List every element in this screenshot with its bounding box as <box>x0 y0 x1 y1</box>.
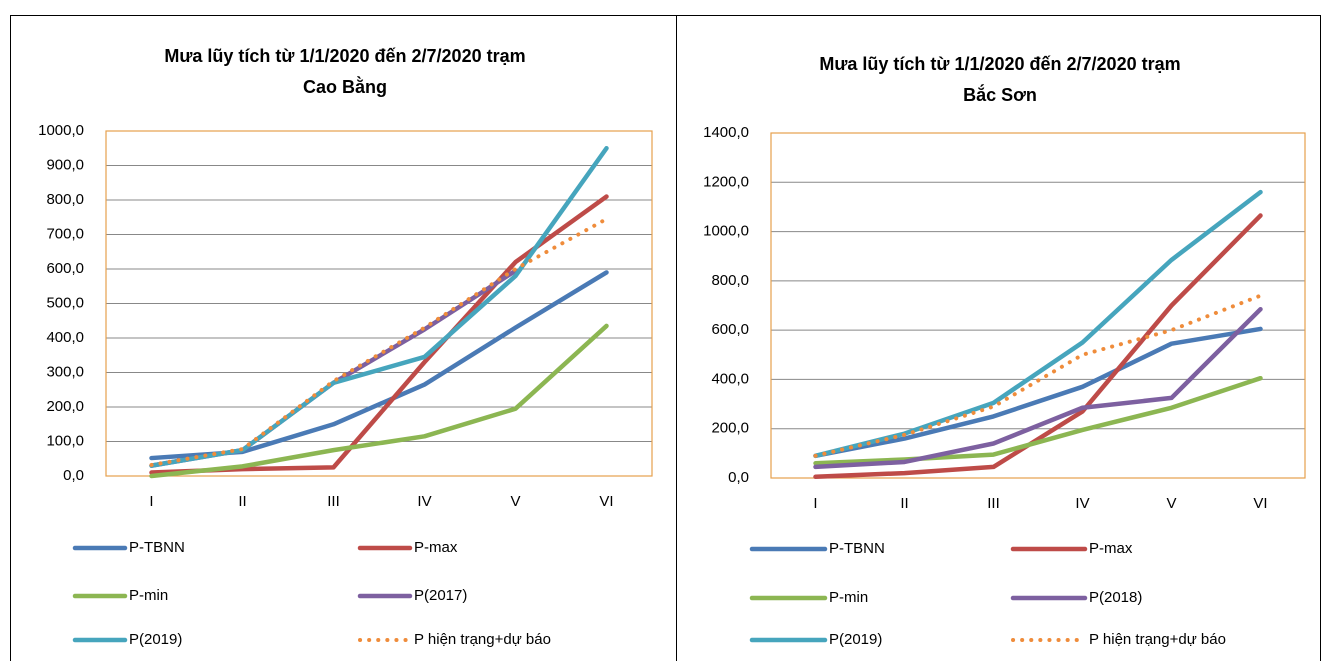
legend-label: P hiện trạng+dự báo <box>1089 631 1226 648</box>
y-tick-label: 700,0 <box>46 225 84 242</box>
series-line <box>149 146 609 468</box>
series-line <box>813 326 1263 459</box>
series-line <box>813 189 1263 459</box>
chart-title: Mưa lũy tích từ 1/1/2020 đến 2/7/2020 tr… <box>819 54 1180 74</box>
y-tick-label: 400,0 <box>46 329 84 346</box>
x-tick-label: II <box>900 495 908 512</box>
y-tick-label: 100,0 <box>46 432 84 449</box>
y-tick-label: 600,0 <box>46 260 84 277</box>
y-tick-label: 1200,0 <box>703 173 749 190</box>
x-tick-label: I <box>813 495 817 512</box>
series-line <box>149 216 609 467</box>
legend-label: P-max <box>414 539 458 556</box>
y-tick-label: 500,0 <box>46 294 84 311</box>
legend-label: P hiện trạng+dự báo <box>414 631 551 648</box>
y-tick-label: 0,0 <box>63 467 84 484</box>
plot-area <box>770 132 1306 479</box>
series-line <box>149 268 518 468</box>
y-tick-label: 900,0 <box>46 156 84 173</box>
x-tick-label: VI <box>599 493 613 510</box>
series-line <box>149 270 609 461</box>
legend-label: P-max <box>1089 540 1133 557</box>
legend-label: P-TBNN <box>829 540 885 557</box>
legend-label: P(2019) <box>129 631 182 648</box>
legend-label: P-TBNN <box>129 539 185 556</box>
plot-area <box>105 130 653 477</box>
legend-label: P-min <box>129 587 168 604</box>
y-tick-label: 600,0 <box>711 321 749 338</box>
x-tick-label: IV <box>1075 495 1089 512</box>
chart-title: Cao Bằng <box>303 76 387 97</box>
series-line <box>813 306 1263 470</box>
chart-title: Bắc Sơn <box>963 84 1037 105</box>
chart-border <box>10 15 677 661</box>
legend-label: P(2017) <box>414 587 467 604</box>
series-line <box>813 375 1263 466</box>
y-tick-label: 800,0 <box>711 272 749 289</box>
x-tick-label: V <box>510 493 520 510</box>
y-tick-label: 1000,0 <box>38 122 84 139</box>
y-tick-label: 800,0 <box>46 191 84 208</box>
x-tick-label: III <box>327 493 340 510</box>
series-line <box>813 213 1263 480</box>
x-tick-label: V <box>1166 495 1176 512</box>
x-tick-label: II <box>238 493 246 510</box>
y-tick-label: 1400,0 <box>703 124 749 141</box>
y-tick-label: 0,0 <box>728 469 749 486</box>
series-line <box>149 323 609 479</box>
y-tick-label: 1000,0 <box>703 223 749 240</box>
y-tick-label: 200,0 <box>711 420 749 437</box>
x-tick-label: VI <box>1253 495 1267 512</box>
series-line <box>813 293 1263 458</box>
legend-label: P(2019) <box>829 631 882 648</box>
y-tick-label: 400,0 <box>711 370 749 387</box>
x-tick-label: IV <box>417 493 431 510</box>
y-tick-label: 200,0 <box>46 398 84 415</box>
x-tick-label: I <box>149 493 153 510</box>
legend-label: P(2018) <box>1089 589 1142 606</box>
y-tick-label: 300,0 <box>46 363 84 380</box>
x-tick-label: III <box>987 495 1000 512</box>
series-line <box>149 194 609 475</box>
chart-title: Mưa lũy tích từ 1/1/2020 đến 2/7/2020 tr… <box>164 46 525 66</box>
legend-label: P-min <box>829 589 868 606</box>
